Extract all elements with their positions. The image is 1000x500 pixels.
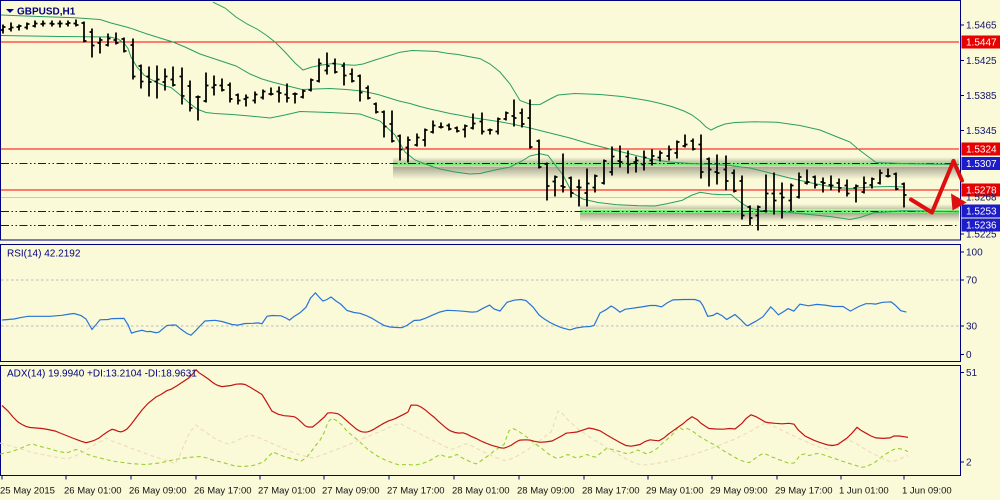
svg-text:2: 2	[966, 457, 972, 468]
svg-text:27 May 01:00: 27 May 01:00	[258, 486, 316, 497]
svg-text:1.5447: 1.5447	[966, 38, 997, 49]
svg-text:30: 30	[966, 322, 978, 333]
svg-text:0: 0	[966, 350, 972, 361]
svg-text:1.5236: 1.5236	[966, 221, 997, 232]
svg-text:26 May 09:00: 26 May 09:00	[129, 486, 187, 497]
svg-text:ADX(14) 19.9940 +DI:13.2104 -D: ADX(14) 19.9940 +DI:13.2104 -DI:18.9631	[7, 369, 197, 380]
svg-text:RSI(14) 42.2192: RSI(14) 42.2192	[7, 249, 81, 260]
svg-text:1.5425: 1.5425	[966, 56, 997, 67]
svg-text:27 May 17:00: 27 May 17:00	[387, 486, 445, 497]
svg-text:1.5253: 1.5253	[966, 207, 997, 218]
svg-text:28 May 01:00: 28 May 01:00	[452, 486, 510, 497]
svg-text:29 May 17:00: 29 May 17:00	[775, 486, 833, 497]
svg-text:29 May 09:00: 29 May 09:00	[710, 486, 768, 497]
svg-text:1.5268: 1.5268	[966, 193, 997, 204]
svg-text:1.5225: 1.5225	[966, 230, 997, 241]
svg-text:1.5324: 1.5324	[966, 145, 997, 156]
svg-text:1.5385: 1.5385	[966, 91, 997, 102]
svg-text:51: 51	[966, 368, 978, 379]
svg-text:GBPUSD,H1: GBPUSD,H1	[17, 7, 76, 18]
svg-text:28 May 17:00: 28 May 17:00	[582, 486, 640, 497]
svg-text:1 Jun 01:00: 1 Jun 01:00	[839, 486, 889, 497]
svg-text:25 May 2015: 25 May 2015	[0, 486, 55, 497]
svg-text:1.5465: 1.5465	[966, 21, 997, 32]
svg-text:28 May 09:00: 28 May 09:00	[517, 486, 575, 497]
svg-text:1.5345: 1.5345	[966, 126, 997, 137]
svg-text:1.5307: 1.5307	[966, 159, 997, 170]
svg-text:70: 70	[966, 276, 978, 287]
svg-text:26 May 17:00: 26 May 17:00	[194, 486, 252, 497]
svg-text:29 May 01:00: 29 May 01:00	[646, 486, 704, 497]
svg-text:26 May 01:00: 26 May 01:00	[64, 486, 122, 497]
svg-text:1 Jun 09:00: 1 Jun 09:00	[902, 486, 952, 497]
svg-text:1.5278: 1.5278	[966, 186, 997, 197]
svg-text:27 May 09:00: 27 May 09:00	[322, 486, 380, 497]
svg-text:100: 100	[966, 248, 983, 259]
